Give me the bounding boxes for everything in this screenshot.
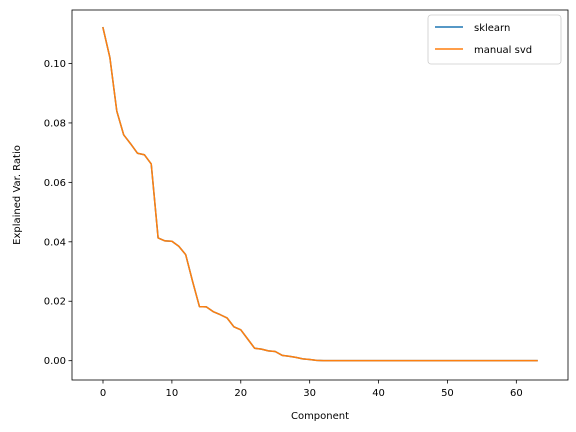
x-tick-label: 10 [166, 388, 179, 399]
y-tick-label: 0.10 [44, 59, 66, 70]
y-tick-label: 0.06 [44, 178, 66, 189]
legend: sklearn manual svd [428, 15, 561, 64]
x-tick-label: 60 [510, 388, 523, 399]
series-line-manual-svd [103, 28, 537, 361]
plot-frame [72, 10, 568, 380]
x-axis-ticks: 0 10 20 30 40 50 60 [100, 380, 523, 399]
series-line-sklearn [103, 28, 537, 361]
x-tick-label: 0 [100, 388, 106, 399]
x-axis-label: Component [291, 411, 349, 422]
y-axis-ticks: 0.00 0.02 0.04 0.06 0.08 0.10 [44, 59, 72, 367]
x-tick-label: 20 [234, 388, 247, 399]
y-tick-label: 0.02 [44, 297, 66, 308]
series-layer [103, 28, 537, 361]
y-tick-label: 0.00 [44, 356, 66, 367]
legend-label-sklearn: sklearn [474, 23, 510, 34]
y-axis-label: Explained Var. Ratio [12, 145, 23, 245]
y-tick-label: 0.08 [44, 118, 66, 129]
y-tick-label: 0.04 [44, 237, 66, 248]
legend-label-manual-svd: manual svd [474, 45, 532, 56]
x-tick-label: 50 [441, 388, 454, 399]
x-tick-label: 30 [303, 388, 316, 399]
x-tick-label: 40 [372, 388, 385, 399]
